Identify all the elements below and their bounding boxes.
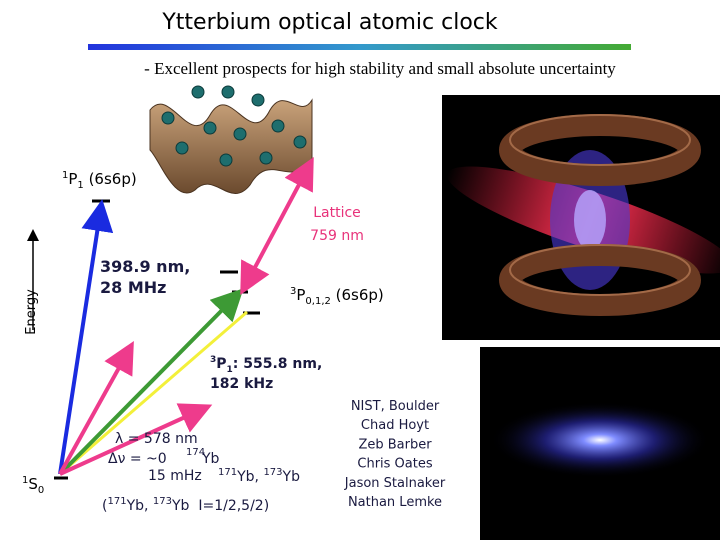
- lattice-image: [149, 85, 313, 194]
- credit-name: Chad Hoyt: [361, 418, 429, 433]
- spin-note: (171Yb, 173Yb I=1/2,5/2): [102, 496, 269, 514]
- green-transition: [58, 288, 244, 476]
- triplet-state-label: 3P0,1,2 (6s6p): [290, 286, 384, 307]
- lattice-label: 759 nm: [310, 228, 364, 244]
- green-transition-label: 3P1: 555.8 nm,: [210, 355, 322, 375]
- ground-state-label: 1S0: [22, 475, 44, 496]
- credit-name: Chris Oates: [357, 457, 432, 472]
- title: Ytterbium optical atomic clock: [161, 10, 498, 35]
- isotope-mass: 174: [186, 447, 205, 458]
- isotopes: 171Yb, 173Yb: [218, 467, 300, 485]
- isotope-symbol: Yb: [201, 451, 220, 467]
- credit-name: Zeb Barber: [358, 437, 432, 452]
- green-transition-label: 182 kHz: [210, 376, 273, 392]
- blue-transition: [58, 199, 114, 475]
- blue-transition-label: 398.9 nm,: [100, 257, 190, 276]
- credit-name: Jason Stalnaker: [344, 476, 446, 491]
- atom-cloud-image: [480, 347, 720, 540]
- pink-arrow: [58, 341, 134, 475]
- lattice-label: Lattice: [313, 205, 361, 221]
- axis-label: Energy: [24, 289, 39, 335]
- lattice-arrow: [240, 156, 314, 296]
- coil-image: [442, 95, 720, 340]
- clock-transition-labels: λ = 578 nm Δν = ~0 174 Yb 15 mHz 171Yb, …: [102, 431, 300, 514]
- credits: NIST, Boulder Chad Hoyt Zeb Barber Chris Oa…: [344, 399, 446, 510]
- clock-wavelength: λ = 578 nm: [115, 431, 198, 447]
- blue-transition-label: 28 MHz: [100, 278, 166, 297]
- clock-linewidth: Δν = ~0: [108, 451, 167, 467]
- upper-state-label: 1P1 (6s6p): [62, 170, 137, 191]
- credit-name: Nathan Lemke: [348, 495, 442, 510]
- title-bar: [88, 44, 631, 50]
- clock-linewidth: 15 mHz: [148, 468, 202, 484]
- credit-name: NIST, Boulder: [351, 399, 440, 414]
- pink-arrow: [59, 403, 213, 476]
- clock-transition: [59, 310, 248, 476]
- subtitle: - Excellent prospects for high stability…: [144, 59, 616, 78]
